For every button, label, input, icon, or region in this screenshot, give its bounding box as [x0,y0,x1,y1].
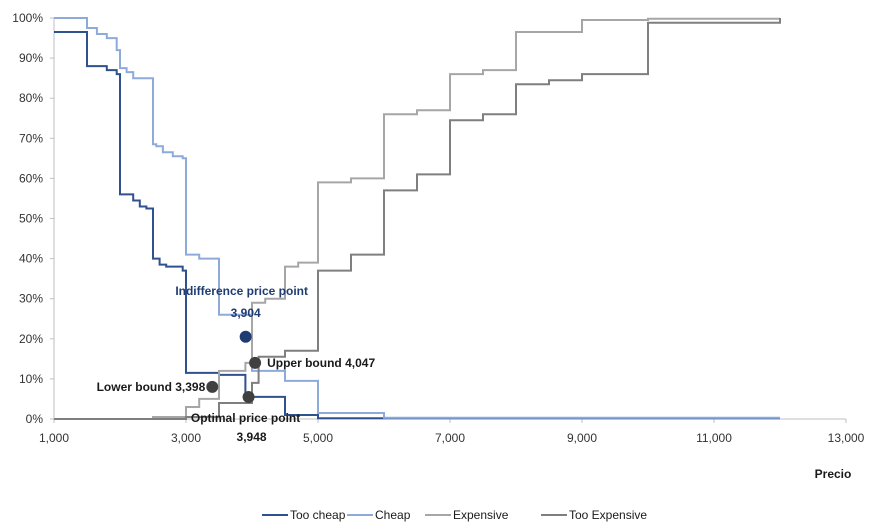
legend-label: Too cheap [290,508,346,522]
y-tick-label: 30% [19,292,43,306]
legend-label: Too Expensive [569,508,647,522]
annotation-value: 3,948 [237,430,267,444]
annotation-label: Lower bound 3,398 [97,380,206,394]
x-tick-label: 5,000 [303,431,333,445]
series-line-expensive [54,17,780,420]
y-tick-label: 100% [12,11,43,25]
x-tick-labels: 1,000 3,000 5,000 7,000 9,000 11,000 13,000 [39,419,865,445]
annotation-label: Indifference price point [175,284,308,298]
y-tick-label: 60% [19,171,43,185]
x-tick-label: 1,000 [39,431,69,445]
x-tick-label: 11,000 [696,431,732,445]
x-tick-label: 13,000 [828,431,865,445]
annotations: Indifference price point 3,904 Upper bound… [97,284,376,444]
y-tick-label: 10% [19,372,43,386]
annotation-label: Optimal price point [191,411,300,425]
legend: Too cheap Cheap Expensive Too Expensive [262,508,647,522]
annotation-value: 3,904 [231,306,261,320]
y-tick-label: 90% [19,51,43,65]
annotation-point [249,356,262,369]
x-tick-label: 9,000 [567,431,597,445]
y-tick-label: 20% [19,332,43,346]
series-line-cheap [54,17,780,419]
annotation-point [206,380,219,393]
y-tick-label: 50% [19,212,43,226]
x-axis-title: Precio [815,467,852,481]
y-tick-labels: 0% 10% 20% 30% 40% 50% 60% 70% 80% 90% 100% [12,11,54,426]
series-line-too-expensive [54,18,781,420]
legend-label: Expensive [453,508,509,522]
series-line-too-cheap [54,31,780,420]
x-tick-label: 7,000 [435,431,465,445]
annotation-point [242,390,255,403]
x-tick-label: 3,000 [171,431,201,445]
annotation-point [239,330,252,343]
legend-label: Cheap [375,508,411,522]
series-lines [54,17,781,420]
y-tick-label: 80% [19,91,43,105]
annotation-label: Upper bound 4,047 [267,356,375,370]
y-tick-label: 40% [19,252,43,266]
y-tick-label: 0% [26,412,44,426]
y-tick-label: 70% [19,131,43,145]
